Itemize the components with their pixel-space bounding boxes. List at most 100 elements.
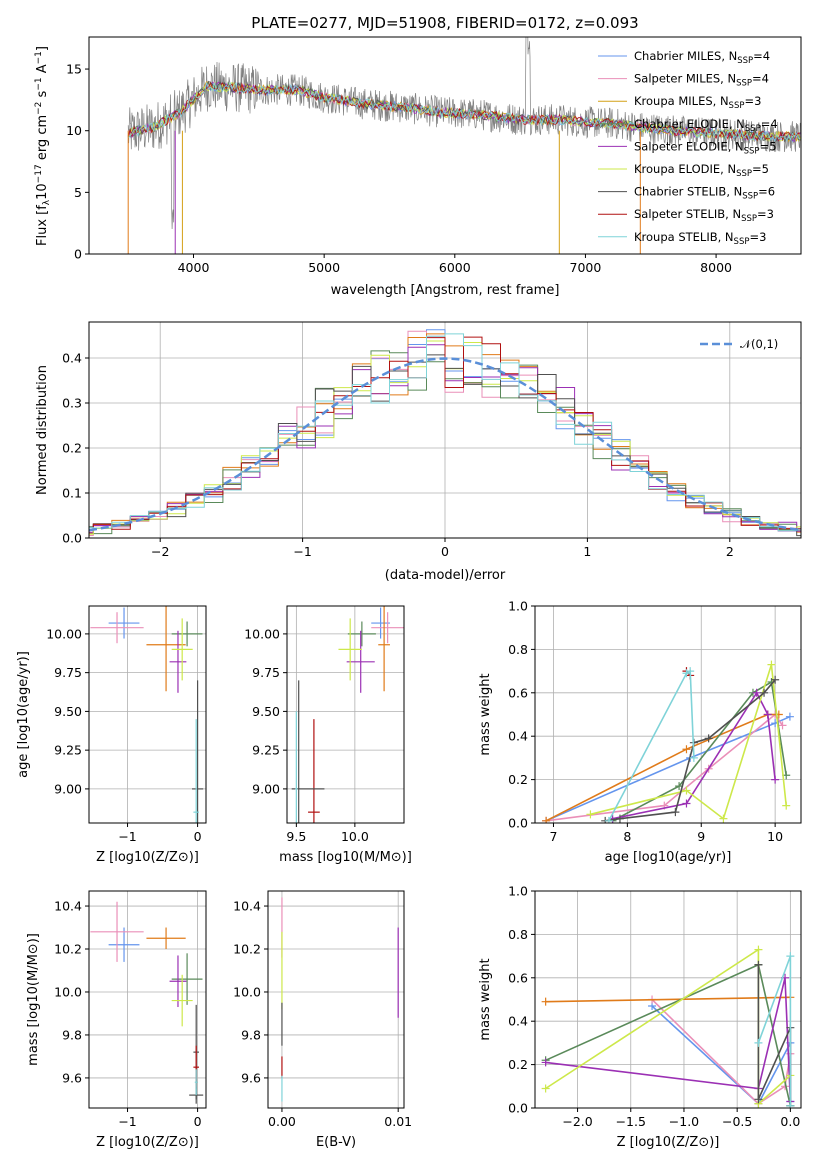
legend-label-5: Salpeter ELODIE, NSSP=5 [634, 139, 777, 156]
model-spectrum-8 [127, 81, 801, 142]
y-tick-label: 10.4 [54, 899, 82, 914]
y-tick-label: 9.00 [252, 781, 280, 796]
legend-label-2: Salpeter MILES, NSSP=4 [634, 72, 769, 89]
weight-line-7 [605, 679, 776, 822]
weight-line-6 [545, 948, 791, 1106]
y-tick-label: 0.1 [62, 486, 82, 501]
x-tick-label: −1 [118, 829, 136, 844]
x-axis-label: wavelength [Angstrom, rest frame] [331, 283, 560, 298]
errorbar-axes [286, 605, 405, 824]
x-tick-label: −2 [151, 544, 169, 559]
legend-label-1: Chabrier MILES, NSSP=4 [634, 49, 770, 66]
y-tick-label: 9.6 [241, 1070, 261, 1085]
weight-line-2 [651, 998, 792, 1105]
weight-marker [771, 675, 780, 684]
legend-label-8: Salpeter STELIB, NSSP=3 [634, 207, 774, 224]
y-tick-label: 9.8 [62, 1027, 82, 1042]
weight-plot [541, 945, 795, 1108]
y-tick-label: 9.75 [54, 665, 82, 680]
x-tick-label: −1 [118, 1114, 136, 1129]
weight-line-5 [545, 977, 792, 1102]
weight-line-3 [545, 996, 791, 1003]
x-tick-label: 10 [767, 829, 783, 844]
y-tick-label: 10.00 [244, 626, 280, 641]
x-tick-label: 0.00 [268, 1114, 296, 1129]
x-tick-label: 7 [549, 829, 557, 844]
y-tick-label: 15 [66, 62, 82, 77]
spectrum-plot [127, 37, 801, 254]
errorbar-plot [90, 606, 204, 823]
model-spectrum-7 [128, 81, 801, 143]
x-tick-label: 0 [194, 1114, 202, 1129]
y-tick-label: 0.8 [508, 642, 528, 657]
chart-title: PLATE=0277, MJD=51908, FIBERID=0172, z=0… [251, 14, 638, 32]
x-tick-label: 2 [726, 544, 734, 559]
weight-marker [754, 945, 763, 954]
weight-marker [767, 660, 776, 669]
legend-label-4: Chabrier ELODIE, NSSP=4 [634, 117, 778, 134]
weight-marker [615, 814, 624, 823]
x-tick-label: 0 [441, 544, 449, 559]
x-tick-label: −1.0 [669, 1114, 699, 1129]
y-axis-label: mass [log10(M/M⊙)] [26, 933, 41, 1066]
weight-marker [686, 667, 695, 676]
x-tick-label: −0.5 [722, 1114, 752, 1129]
weight-marker [541, 1084, 550, 1093]
weight-line-4 [545, 963, 792, 1106]
y-tick-label: 10.00 [46, 626, 82, 641]
x-tick-label: 8 [623, 829, 631, 844]
y-tick-label: 9.75 [252, 665, 280, 680]
y-tick-label: 10.2 [54, 942, 82, 957]
weight-line-1 [545, 715, 791, 822]
weight-line-9 [608, 669, 695, 822]
weight-marker [689, 753, 698, 762]
y-tick-label: 0.0 [62, 531, 82, 546]
y-tick-label: 0.0 [508, 816, 528, 831]
histogram-9 [89, 333, 801, 532]
x-tick-label: 1 [583, 544, 591, 559]
y-tick-label: 1.0 [508, 599, 528, 614]
weight-marker [671, 808, 680, 817]
y-tick-label: 9.50 [54, 704, 82, 719]
x-tick-label: 10.0 [341, 829, 369, 844]
weight-axes [534, 890, 802, 1109]
weight-axes [534, 605, 802, 824]
x-tick-label: 5000 [308, 260, 340, 275]
x-axis-label: Z [log10(Z/Z⊙)] [96, 850, 199, 865]
x-tick-label: 8000 [700, 260, 732, 275]
weight-marker [682, 786, 691, 795]
y-tick-label: 0.6 [508, 685, 528, 700]
y-tick-label: 9.25 [252, 743, 280, 758]
x-axis-label: age [log10(age/yr)] [605, 850, 732, 865]
x-axis-label: Z [log10(Z/Z⊙)] [96, 1135, 199, 1150]
histogram-plot [89, 329, 801, 537]
x-tick-label: −1.5 [616, 1114, 646, 1129]
y-tick-label: 0.2 [508, 1057, 528, 1072]
weight-marker [760, 688, 769, 697]
weight-marker [682, 669, 691, 678]
weight-line-3 [545, 713, 779, 822]
legend-label-normal: 𝒩(0,1) [740, 337, 778, 351]
y-tick-label: 0.4 [508, 1014, 528, 1029]
normal-reference-curve [89, 357, 801, 532]
legend-label-3: Kroupa MILES, NSSP=3 [634, 94, 761, 111]
x-tick-label: 9.5 [286, 829, 306, 844]
y-tick-label: 0.3 [62, 396, 82, 411]
y-axis-label: Normed distribution [35, 365, 50, 495]
y-tick-label: 0.2 [508, 772, 528, 787]
weight-marker [682, 745, 691, 754]
errorbar-plot [291, 606, 404, 823]
x-tick-label: 9 [697, 829, 705, 844]
y-tick-label: 10.2 [233, 942, 261, 957]
x-axis-label: (data-model)/error [385, 568, 506, 583]
weight-marker [542, 816, 551, 823]
weight-marker [754, 1095, 763, 1104]
x-tick-label: 0 [194, 829, 202, 844]
weight-marker [754, 960, 763, 969]
legend-label-6: Kroupa ELODIE, NSSP=5 [634, 162, 769, 179]
x-axis-label: mass [log10(M/M⊙)] [279, 850, 412, 865]
y-tick-label: 0.6 [508, 970, 528, 985]
x-tick-label: 4000 [178, 260, 210, 275]
weight-marker [541, 997, 550, 1006]
